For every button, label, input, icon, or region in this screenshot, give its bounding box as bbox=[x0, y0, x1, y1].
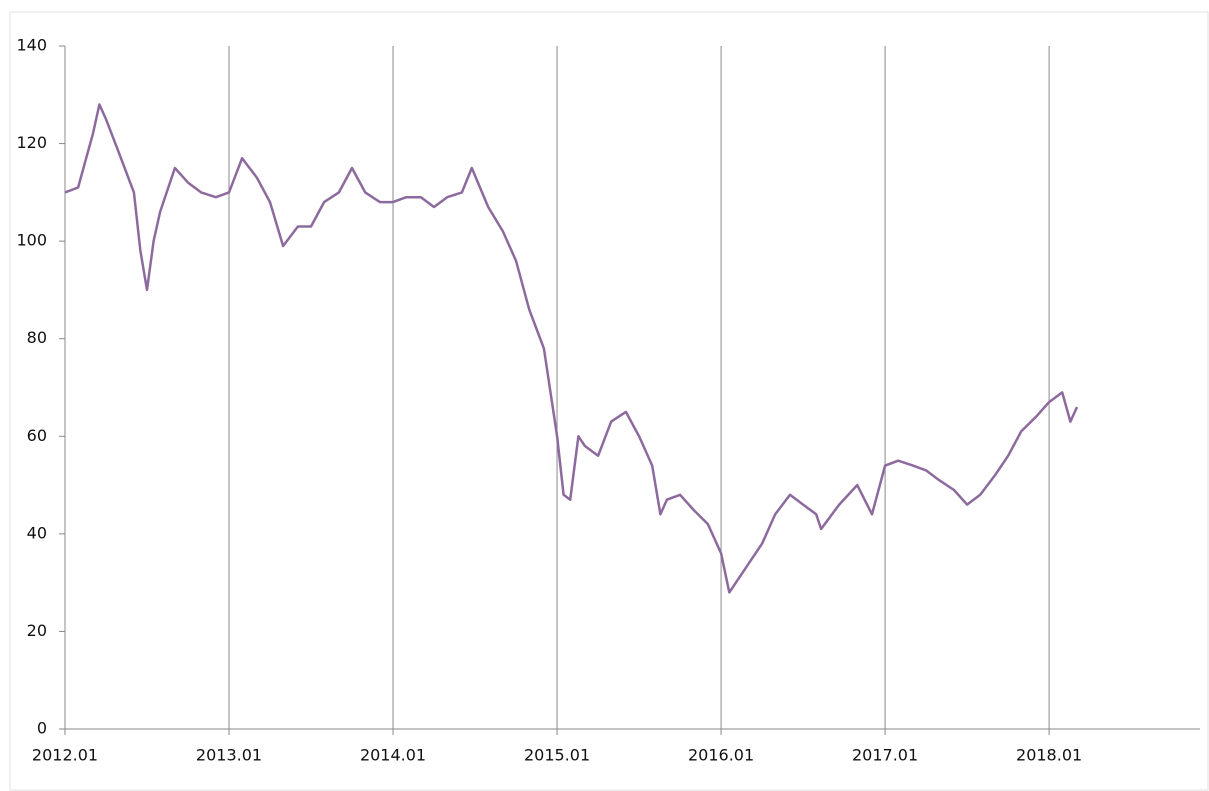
y-tick-label: 140 bbox=[16, 36, 47, 55]
x-tick-label: 2015.01 bbox=[524, 746, 590, 765]
x-tick-label: 2012.01 bbox=[32, 746, 98, 765]
y-tick-label: 60 bbox=[27, 426, 47, 445]
x-tick-label: 2013.01 bbox=[196, 746, 262, 765]
y-tick-label: 80 bbox=[27, 328, 47, 347]
y-tick-label: 20 bbox=[27, 621, 47, 640]
x-tick-label: 2017.01 bbox=[852, 746, 918, 765]
y-tick-label: 120 bbox=[16, 133, 47, 152]
x-tick-label: 2014.01 bbox=[360, 746, 426, 765]
x-tick-label: 2016.01 bbox=[688, 746, 754, 765]
x-tick-label: 2018.01 bbox=[1016, 746, 1082, 765]
frame bbox=[9, 11, 1209, 791]
y-tick-label: 0 bbox=[37, 719, 47, 738]
data-line bbox=[64, 103, 1079, 594]
y-tick-label: 100 bbox=[16, 231, 47, 250]
y-tick-label: 40 bbox=[27, 523, 47, 542]
